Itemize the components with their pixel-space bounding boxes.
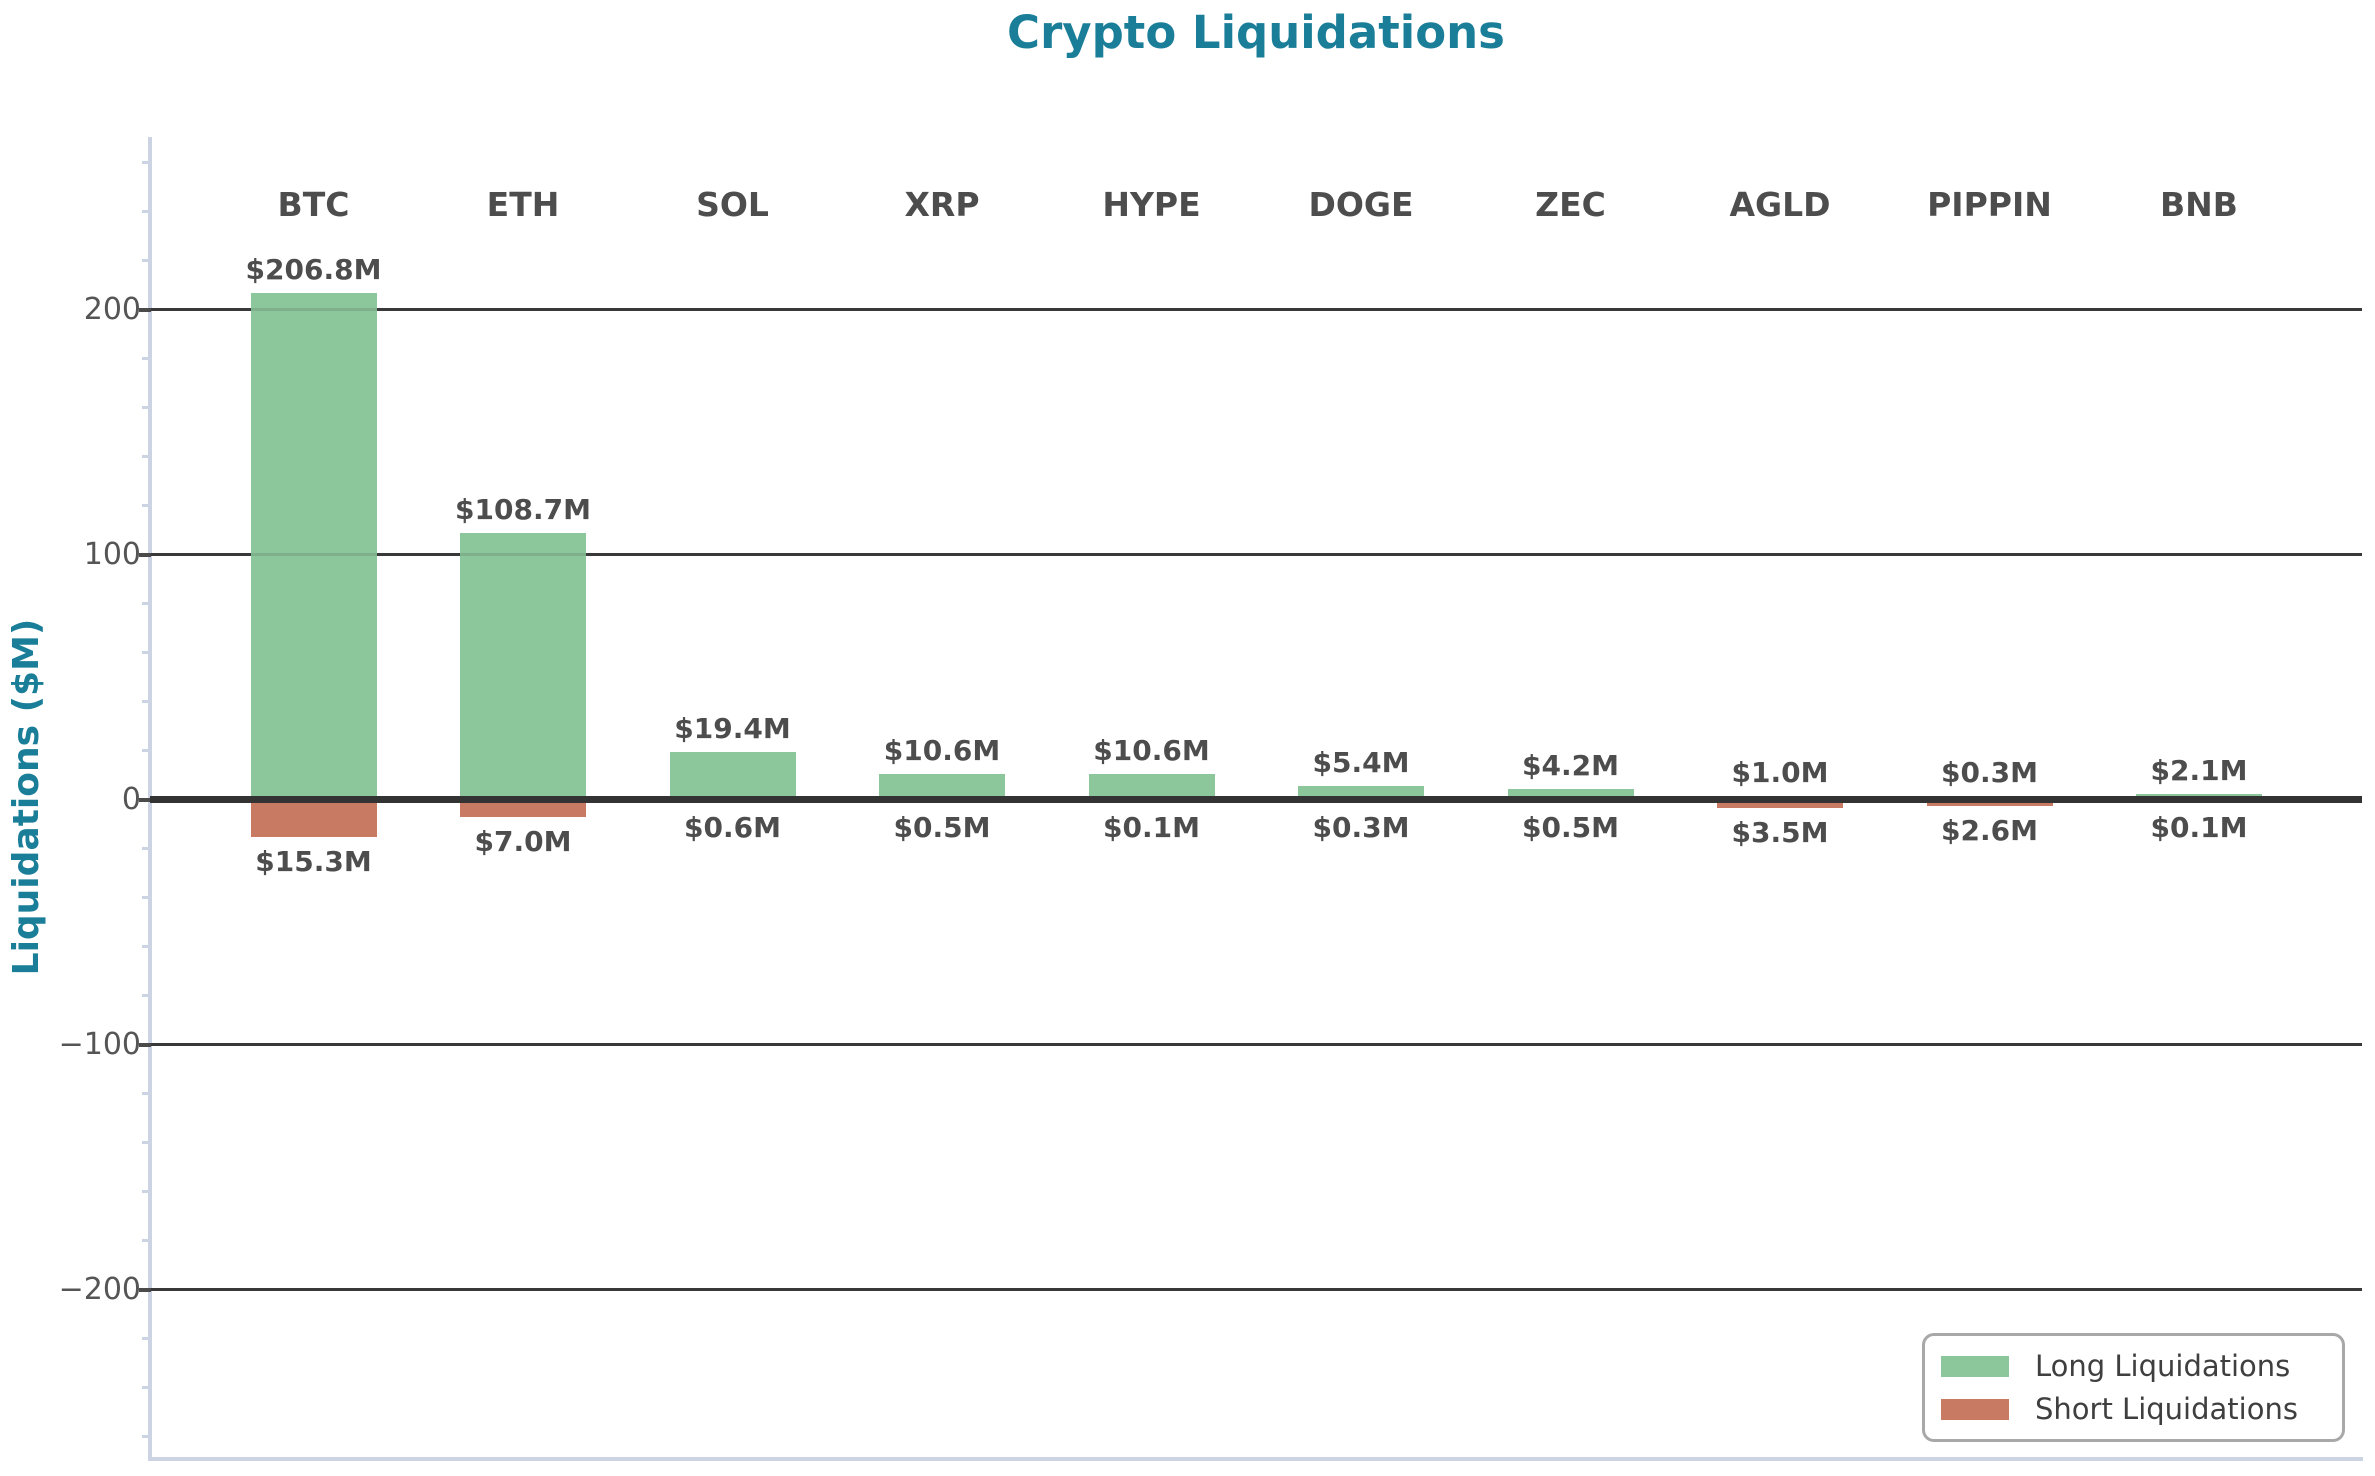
value-label-short-XRP: $0.5M bbox=[893, 811, 991, 844]
legend-swatch-short-icon bbox=[1941, 1398, 2009, 1420]
value-label-short-HYPE: $0.1M bbox=[1103, 811, 1200, 844]
y-tick-label: 100 bbox=[83, 536, 141, 572]
value-label-short-PIPPIN: $2.6M bbox=[1941, 813, 2038, 847]
x-axis-spine bbox=[148, 1457, 2363, 1461]
y-minor-tick-mark bbox=[142, 406, 150, 409]
bar-long-ZEC bbox=[1507, 789, 1634, 800]
legend-label-long: Long Liquidations bbox=[2035, 1349, 2291, 1383]
y-minor-tick-mark bbox=[142, 357, 150, 360]
y-minor-tick-mark bbox=[142, 504, 150, 507]
y-tick-mark bbox=[139, 552, 151, 557]
y-tick-mark bbox=[139, 1287, 151, 1292]
category-label-BNB: BNB bbox=[2160, 185, 2238, 224]
category-label-DOGE: DOGE bbox=[1308, 185, 1414, 224]
chart-title: Crypto Liquidations bbox=[1007, 6, 1505, 59]
y-tick-mark bbox=[139, 307, 151, 312]
value-label-long-HYPE: $10.6M bbox=[1093, 733, 1210, 767]
value-label-short-AGLD: $3.5M bbox=[1731, 816, 1829, 850]
value-label-short-ETH: $7.0M bbox=[474, 824, 572, 858]
value-label-long-XRP: $10.6M bbox=[883, 733, 1001, 767]
y-minor-tick-mark bbox=[142, 896, 150, 899]
gridline bbox=[150, 308, 2362, 311]
y-minor-tick-mark bbox=[142, 651, 150, 654]
gridline bbox=[150, 553, 2362, 556]
y-minor-tick-mark bbox=[142, 945, 150, 948]
y-tick-label: −100 bbox=[58, 1026, 141, 1062]
y-minor-tick-mark bbox=[142, 259, 150, 262]
legend-swatch-long-icon bbox=[1941, 1355, 2009, 1377]
bar-short-ETH bbox=[460, 799, 586, 817]
category-label-BTC: BTC bbox=[277, 185, 350, 224]
gridline-overlay bbox=[150, 308, 2362, 311]
y-minor-tick-mark bbox=[142, 1190, 150, 1193]
legend-entry-short: Short Liquidations bbox=[1941, 1392, 2342, 1426]
y-tick-mark bbox=[139, 797, 151, 802]
category-label-SOL: SOL bbox=[696, 185, 769, 224]
y-minor-tick-mark bbox=[142, 602, 150, 605]
y-minor-tick-mark bbox=[142, 455, 150, 458]
y-minor-tick-mark bbox=[142, 749, 150, 752]
bar-long-BTC bbox=[250, 292, 377, 800]
zero-axis-line bbox=[150, 796, 2362, 803]
legend-label-short: Short Liquidations bbox=[2035, 1392, 2298, 1426]
bar-long-HYPE bbox=[1088, 773, 1215, 800]
y-tick-label: 0 bbox=[121, 781, 141, 817]
y-minor-tick-mark bbox=[142, 161, 150, 164]
y-axis-title: Liquidations ($M) bbox=[6, 618, 47, 976]
value-label-short-ZEC: $0.5M bbox=[1522, 811, 1619, 844]
value-label-long-PIPPIN: $0.3M bbox=[1941, 756, 2038, 789]
value-label-short-BTC: $15.3M bbox=[255, 844, 372, 878]
y-tick-mark bbox=[139, 1042, 151, 1047]
value-label-short-SOL: $0.6M bbox=[684, 811, 781, 844]
value-label-long-ZEC: $4.2M bbox=[1522, 749, 1619, 783]
category-label-PIPPIN: PIPPIN bbox=[1927, 185, 2052, 224]
bar-long-XRP bbox=[879, 773, 1005, 800]
value-label-long-BTC: $206.8M bbox=[245, 252, 382, 286]
category-label-HYPE: HYPE bbox=[1102, 185, 1201, 224]
gridline-overlay bbox=[150, 553, 2362, 556]
value-label-long-AGLD: $1.0M bbox=[1731, 756, 1829, 789]
y-minor-tick-mark bbox=[142, 210, 150, 213]
bar-short-AGLD bbox=[1717, 799, 1843, 809]
y-minor-tick-mark bbox=[142, 1092, 150, 1095]
gridline bbox=[150, 1043, 2362, 1046]
value-label-long-DOGE: $5.4M bbox=[1312, 746, 1410, 780]
value-label-long-SOL: $19.4M bbox=[674, 711, 791, 745]
y-tick-label: 200 bbox=[83, 291, 141, 327]
y-minor-tick-mark bbox=[142, 1141, 150, 1144]
y-minor-tick-mark bbox=[142, 1435, 150, 1438]
category-label-XRP: XRP bbox=[904, 185, 980, 224]
legend: Long Liquidations Short Liquidations bbox=[1922, 1333, 2345, 1442]
gridline-overlay bbox=[150, 1043, 2362, 1046]
y-minor-tick-mark bbox=[142, 1337, 150, 1340]
y-minor-tick-mark bbox=[142, 1386, 150, 1389]
y-minor-tick-mark bbox=[142, 847, 150, 850]
y-tick-label: −200 bbox=[58, 1271, 141, 1307]
category-label-AGLD: AGLD bbox=[1729, 185, 1831, 224]
bar-short-BTC bbox=[250, 799, 377, 837]
y-minor-tick-mark bbox=[142, 700, 150, 703]
gridline bbox=[150, 1288, 2362, 1291]
value-label-long-ETH: $108.7M bbox=[455, 493, 591, 527]
legend-entry-long: Long Liquidations bbox=[1941, 1349, 2342, 1383]
y-minor-tick-mark bbox=[142, 1239, 150, 1242]
value-label-short-DOGE: $0.3M bbox=[1312, 811, 1410, 844]
gridline-overlay bbox=[150, 1288, 2362, 1291]
bar-long-ETH bbox=[460, 533, 586, 800]
bar-long-SOL bbox=[669, 751, 796, 800]
category-label-ZEC: ZEC bbox=[1535, 185, 1606, 224]
category-label-ETH: ETH bbox=[486, 185, 560, 224]
value-label-short-BNB: $0.1M bbox=[2150, 811, 2248, 844]
value-label-long-BNB: $2.1M bbox=[2150, 754, 2248, 788]
y-minor-tick-mark bbox=[142, 994, 150, 997]
